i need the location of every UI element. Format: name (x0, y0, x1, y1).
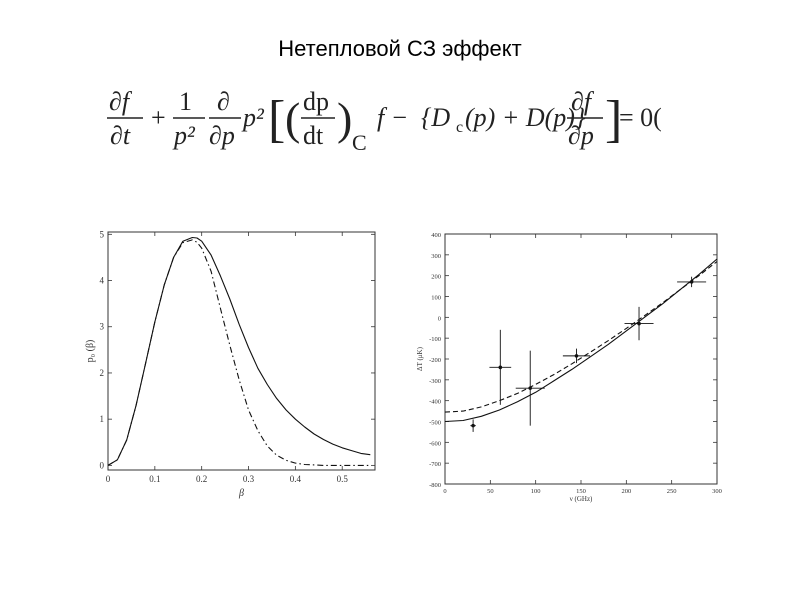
x-tick-label: 300 (712, 488, 722, 495)
y-tick-label: 300 (431, 253, 441, 260)
x-tick-label: 0.3 (243, 474, 255, 484)
x-axis-label: β (238, 488, 244, 499)
slide-title: Нетепловой СЗ эффект (278, 36, 522, 61)
y-tick-label: -400 (429, 399, 441, 406)
eq-dt-upright: dt (303, 121, 324, 150)
y-tick-label: -100 (429, 336, 441, 343)
eq-rparen: ) (337, 93, 352, 144)
y-tick-label: 1 (100, 414, 105, 424)
x-tick-label: 0.1 (149, 474, 160, 484)
x-tick-label: 200 (621, 488, 631, 495)
eq-one: 1 (179, 87, 192, 116)
data-point (574, 354, 579, 358)
x-tick-label: 150 (576, 488, 586, 495)
x-tick-label: 0.2 (196, 474, 207, 484)
y-tick-label: -300 (429, 378, 441, 385)
y-tick-label: 0 (100, 460, 105, 470)
eq-lparen: ( (285, 93, 300, 144)
eq-dp-upright: dp (303, 87, 329, 116)
eq-brace-term: {D (421, 103, 450, 132)
data-point (689, 280, 694, 284)
y-tick-label: -800 (429, 482, 441, 489)
eq-p2: p² (172, 121, 196, 150)
x-tick-label: 0 (106, 474, 111, 484)
x-tick-label: 0.5 (337, 474, 349, 484)
series-line-dashed (444, 261, 718, 413)
eq-f-minus: f − (377, 103, 408, 132)
x-tick-label: 50 (487, 488, 494, 495)
momentum-distribution-chart: 0 0.1 0.2 0.3 0.4 0.5 0 1 2 3 4 5 β p₀ (β) (83, 226, 380, 508)
series-line-dash-dot (107, 239, 371, 466)
x-tick-label: 0.4 (290, 474, 302, 484)
y-tick-label: 4 (100, 276, 105, 286)
sz-spectrum-chart: 0 50 100 150 200 250 300 -800 -700 -600 -500 -400 -3… (415, 226, 725, 511)
y-tick-label: 2 (100, 368, 105, 378)
eq-dt: ∂t (110, 121, 131, 150)
y-tick-label: -700 (429, 461, 441, 468)
data-point (498, 365, 503, 370)
equation-formula: ∂f ∂t + 1 p² ∂ ∂p p² [ ( dp dt ) C f − {… (107, 87, 662, 155)
eq-rbrack: ] (605, 91, 622, 148)
y-tick-label: -600 (429, 440, 441, 447)
eq-df: ∂f (109, 87, 133, 116)
y-tick-label: 100 (431, 295, 441, 302)
y-tick-label: 200 (431, 274, 441, 281)
series-line-solid (444, 258, 718, 423)
equation: ∂f ∂t + 1 p² ∂ ∂p p² [ ( dp dt ) C f − {… (105, 86, 665, 156)
eq-d: ∂ (217, 87, 230, 116)
eq-brace-rest: (p) + D(p)} (465, 103, 586, 132)
x-tick-label: 100 (531, 488, 541, 495)
y-axis-label: p₀ (β) (85, 340, 96, 363)
y-tick-label: 5 (100, 229, 105, 239)
eq-df2: ∂f (571, 87, 595, 116)
y-tick-label: 400 (431, 232, 441, 239)
momentum-distribution-plot: 0 0.1 0.2 0.3 0.4 0.5 0 1 2 3 4 5 β p₀ (β) (85, 229, 376, 499)
eq-plus: + (151, 103, 166, 132)
x-axis-label: ν (GHz) (570, 495, 593, 503)
eq-dp2: ∂p (568, 121, 594, 150)
y-axis-label: ΔT (μK) (416, 346, 424, 371)
y-tick-label: 0 (438, 315, 441, 322)
plot-frame (444, 233, 718, 485)
data-point (528, 386, 533, 390)
y-tick-label: -500 (429, 420, 441, 427)
x-tick-label: 0 (443, 488, 446, 495)
y-tick-label: 3 (100, 322, 105, 332)
eq-p2b: p² (241, 103, 265, 132)
eq-equals: = 0( (619, 103, 662, 132)
plot-frame (107, 231, 376, 471)
data-point (471, 423, 475, 428)
eq-sub-c-lower: c (456, 119, 463, 136)
eq-sub-c: C (352, 130, 367, 155)
sz-spectrum-plot: 0 50 100 150 200 250 300 -800 -700 -600 -500 -400 -3… (416, 232, 722, 503)
data-point (637, 321, 641, 326)
y-tick-label: -200 (429, 357, 441, 364)
x-tick-label: 250 (667, 488, 677, 495)
series-line-solid (107, 236, 371, 466)
eq-lbrack: [ (268, 91, 285, 148)
eq-dp: ∂p (209, 121, 235, 150)
